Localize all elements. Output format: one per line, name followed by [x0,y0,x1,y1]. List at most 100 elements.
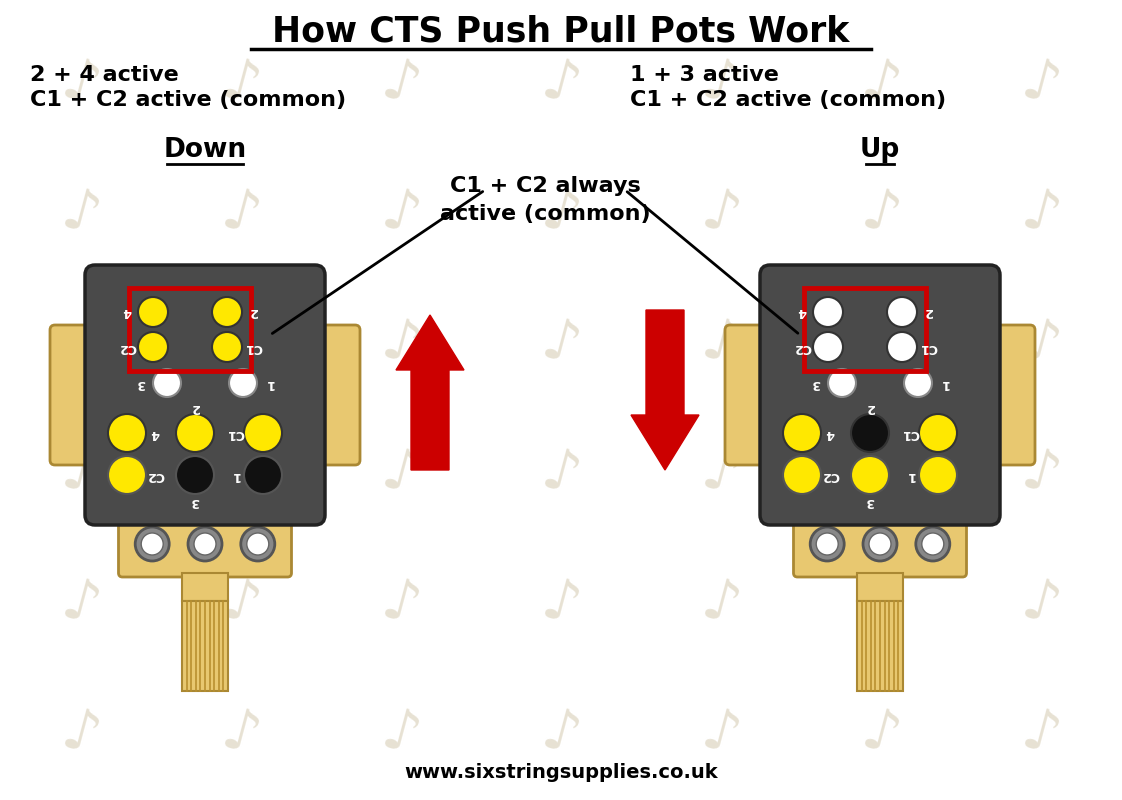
Circle shape [153,369,181,397]
Circle shape [141,533,163,555]
Circle shape [919,456,957,494]
Text: 2 + 4 active: 2 + 4 active [30,65,178,85]
Text: ♪: ♪ [1014,313,1066,378]
Text: ♪: ♪ [375,313,425,378]
Text: C1: C1 [919,341,937,354]
Circle shape [863,527,896,561]
Text: 3: 3 [137,377,146,390]
Text: ♪: ♪ [214,702,266,767]
Text: 2: 2 [923,306,932,318]
Text: 1: 1 [905,469,914,482]
Text: ♪: ♪ [1014,702,1066,767]
Bar [182,573,228,601]
Text: 1 + 3 active: 1 + 3 active [629,65,779,85]
Text: 1: 1 [265,377,274,390]
Text: Up: Up [859,137,900,163]
Text: www.sixstringsupplies.co.uk: www.sixstringsupplies.co.uk [404,762,718,782]
Circle shape [904,369,932,397]
Text: C1 + C2 active (common): C1 + C2 active (common) [629,90,946,110]
Text: ♪: ♪ [214,53,266,118]
Text: ♪: ♪ [375,702,425,767]
Circle shape [247,533,269,555]
Text: ♪: ♪ [855,313,905,378]
Text: C2: C2 [146,469,164,482]
FancyArrow shape [631,310,699,470]
Text: ♪: ♪ [855,182,905,247]
Text: C1 + C2 always
active (common): C1 + C2 always active (common) [440,176,651,224]
Text: C2: C2 [821,469,839,482]
Text: ♪: ♪ [535,573,586,638]
Circle shape [135,527,169,561]
Text: ♪: ♪ [535,442,586,507]
FancyBboxPatch shape [725,325,775,465]
Text: ♪: ♪ [535,313,586,378]
Text: 2: 2 [249,306,257,318]
Text: ♪: ♪ [535,702,586,767]
Text: ♪: ♪ [214,442,266,507]
Text: Down: Down [164,137,247,163]
Text: C1: C1 [245,341,261,354]
Text: ♪: ♪ [1014,442,1066,507]
Text: ♪: ♪ [695,702,745,767]
Text: ♪: ♪ [1014,573,1066,638]
Circle shape [241,527,275,561]
Circle shape [243,414,282,452]
Bar [857,573,903,601]
Text: 1: 1 [939,377,948,390]
Circle shape [229,369,257,397]
FancyBboxPatch shape [50,325,100,465]
Text: ♪: ♪ [535,182,586,247]
Text: 2: 2 [191,401,200,414]
FancyArrow shape [396,315,465,470]
Text: 1: 1 [231,469,239,482]
Text: 4: 4 [122,306,131,318]
Text: ♪: ♪ [214,573,266,638]
FancyBboxPatch shape [793,511,966,577]
Text: C1: C1 [226,426,243,439]
Circle shape [850,414,889,452]
FancyBboxPatch shape [119,511,292,577]
Text: ♪: ♪ [855,573,905,638]
Text: 3: 3 [866,494,874,507]
Text: ♪: ♪ [695,573,745,638]
Circle shape [108,414,146,452]
Circle shape [810,527,844,561]
Bar [129,288,251,371]
Circle shape [922,533,944,555]
FancyBboxPatch shape [985,325,1034,465]
Text: ♪: ♪ [214,313,266,378]
Bar [182,601,228,691]
Text: ♪: ♪ [375,53,425,118]
Text: 4: 4 [826,426,835,439]
Circle shape [108,456,146,494]
Text: ♪: ♪ [1014,182,1066,247]
Circle shape [138,297,168,327]
Circle shape [850,456,889,494]
Circle shape [919,414,957,452]
Circle shape [813,332,843,362]
Text: How CTS Push Pull Pots Work: How CTS Push Pull Pots Work [273,15,849,49]
Text: 4: 4 [798,306,807,318]
Circle shape [212,297,242,327]
Text: C2: C2 [118,341,136,354]
Text: ♪: ♪ [695,182,745,247]
Circle shape [176,456,214,494]
Circle shape [783,414,821,452]
Text: C1 + C2 active (common): C1 + C2 active (common) [30,90,346,110]
Circle shape [816,533,838,555]
Circle shape [243,456,282,494]
Circle shape [813,297,843,327]
Text: ♪: ♪ [695,313,745,378]
Circle shape [188,527,222,561]
Circle shape [176,414,214,452]
Text: ♪: ♪ [375,182,425,247]
Text: ♪: ♪ [55,313,105,378]
Text: ♪: ♪ [55,702,105,767]
Text: ♪: ♪ [55,53,105,118]
Text: C1: C1 [901,426,919,439]
Text: ♪: ♪ [855,53,905,118]
Circle shape [870,533,891,555]
Text: ♪: ♪ [695,442,745,507]
Text: ♪: ♪ [535,53,586,118]
Text: ♪: ♪ [855,702,905,767]
